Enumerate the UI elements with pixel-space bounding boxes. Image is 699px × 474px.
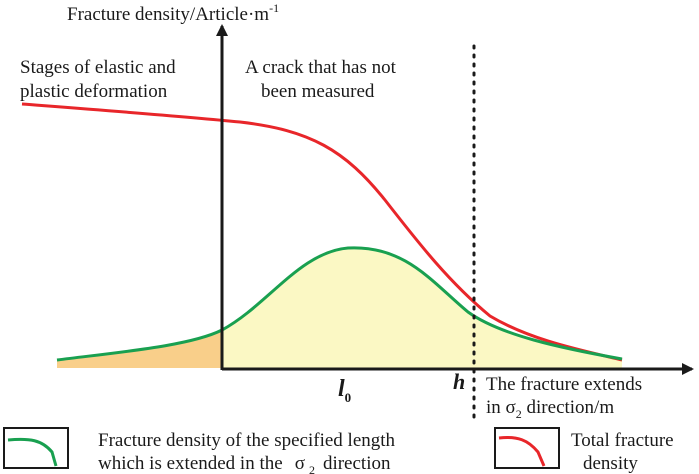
l0-marker: l0 bbox=[338, 376, 351, 405]
x-axis-label-line1: The fracture extends bbox=[486, 374, 642, 395]
legend-specified-line2: which is extended in the σ 2 direction bbox=[98, 453, 391, 474]
legend-swatch-curve-total bbox=[498, 436, 546, 467]
x-axis-label-line2: in σ2 direction/m bbox=[486, 397, 614, 421]
elastic-stage-label-line2: plastic deformation bbox=[20, 81, 168, 102]
specified-length-density-curve bbox=[56, 246, 623, 362]
elastic-stage-fill bbox=[57, 330, 222, 368]
legend-specified-line1: Fracture density of the specified length bbox=[98, 430, 396, 451]
elastic-stage-label-line1: Stages of elastic and bbox=[20, 57, 176, 78]
unmeasured-crack-label-line2: been measured bbox=[261, 81, 375, 102]
legend-swatch-box-specified bbox=[3, 427, 69, 469]
legend-total-line2: density bbox=[583, 453, 638, 474]
unmeasured-crack-fill bbox=[222, 247, 622, 368]
h-marker: h bbox=[453, 369, 465, 394]
legend-swatch-curve-specified bbox=[7, 437, 58, 467]
legend-total-line1: Total fracture bbox=[571, 430, 674, 451]
legend-swatch-box-total bbox=[494, 427, 560, 469]
y-axis-label: Fracture density/Article·m-1 bbox=[67, 1, 279, 25]
unmeasured-crack-label-line1: A crack that has not bbox=[245, 57, 397, 78]
total-density-curve bbox=[21, 102, 623, 362]
